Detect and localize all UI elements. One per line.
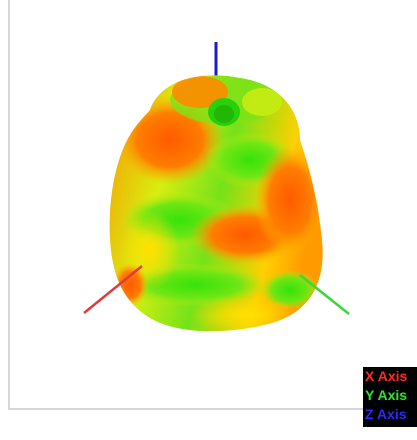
radiation-pattern-surface [109,75,323,332]
axis-legend: X Axis Y Axis Z Axis [363,367,417,427]
viewer-frame-bottom [8,408,417,410]
y-axis-line [299,274,350,315]
legend-y-axis: Y Axis [365,387,408,403]
legend-x-axis: X Axis [365,368,408,384]
x-axis-line [83,265,143,314]
legend-z-axis: Z Axis [365,406,407,422]
viewer-frame-left [8,0,10,410]
